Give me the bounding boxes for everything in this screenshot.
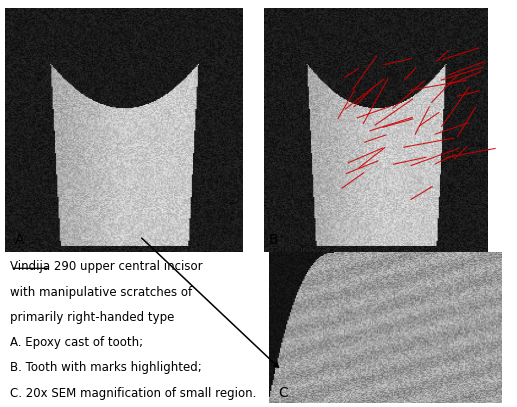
Text: primarily right-handed type: primarily right-handed type (10, 311, 175, 324)
Text: Vindija 290 upper central incisor: Vindija 290 upper central incisor (10, 260, 203, 274)
Text: B: B (268, 234, 278, 247)
Text: A. Epoxy cast of tooth;: A. Epoxy cast of tooth; (10, 336, 143, 349)
Text: C: C (278, 386, 288, 400)
Text: B. Tooth with marks highlighted;: B. Tooth with marks highlighted; (10, 361, 202, 374)
Text: C. 20x SEM magnification of small region.: C. 20x SEM magnification of small region… (10, 387, 257, 400)
Text: A: A (14, 234, 24, 247)
Text: with manipulative scratches of: with manipulative scratches of (10, 286, 192, 299)
